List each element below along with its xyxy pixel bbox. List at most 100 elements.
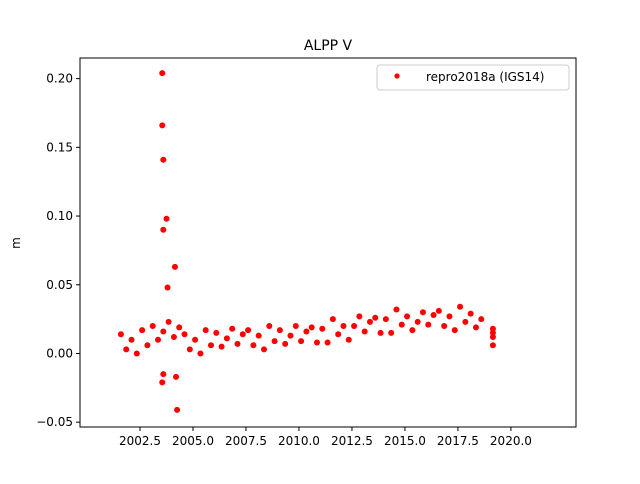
data-point [155, 336, 162, 343]
legend-box [376, 64, 570, 91]
data-point [446, 313, 453, 320]
data-point [409, 327, 416, 334]
data-point [340, 322, 347, 329]
data-point [430, 311, 437, 318]
data-point [298, 338, 305, 345]
x-tick-label: 2012.5 [331, 434, 373, 448]
y-tick-label: 0.20 [46, 72, 73, 86]
data-point [223, 335, 230, 342]
data-point [123, 346, 130, 353]
data-point [489, 329, 496, 336]
legend: repro2018a (IGS14) [376, 64, 570, 91]
data-point [388, 329, 395, 336]
data-point [377, 329, 384, 336]
data-point [144, 342, 151, 349]
data-point [319, 325, 326, 332]
data-point [356, 313, 363, 320]
data-point [260, 346, 267, 353]
x-tick-label: 2005.0 [172, 434, 214, 448]
data-point [128, 336, 135, 343]
data-point [164, 284, 171, 291]
data-points [117, 70, 496, 413]
data-point [404, 313, 411, 320]
data-point [266, 322, 273, 329]
data-point [441, 322, 448, 329]
x-tick-label: 2020.0 [490, 434, 532, 448]
x-tick-label: 2007.5 [225, 434, 267, 448]
data-point [149, 322, 156, 329]
data-point [234, 340, 241, 347]
data-point [245, 327, 252, 334]
data-point [276, 327, 283, 334]
y-axis-ticks: −0.05 0.00 0.05 0.10 0.15 0.20 [36, 72, 80, 429]
data-point [218, 343, 225, 350]
data-point [489, 325, 496, 332]
y-tick-label: −0.05 [36, 415, 73, 429]
data-point [435, 307, 442, 314]
y-tick-label: 0.05 [46, 278, 73, 292]
data-point [160, 156, 167, 163]
data-point [133, 350, 140, 357]
y-axis-label: m [9, 237, 23, 249]
data-point [197, 350, 204, 357]
data-point [160, 226, 167, 233]
data-point [414, 318, 421, 325]
data-point [393, 306, 400, 313]
data-point [361, 328, 368, 335]
y-tick-label: 0.10 [46, 209, 73, 223]
data-point [229, 325, 236, 332]
data-point [308, 324, 315, 331]
data-point [171, 263, 178, 270]
data-point [139, 327, 146, 334]
data-point [174, 406, 181, 413]
data-point [207, 342, 214, 349]
data-point [282, 340, 289, 347]
data-point [163, 215, 170, 222]
data-point [313, 339, 320, 346]
data-point [213, 329, 220, 336]
data-point [255, 332, 262, 339]
y-tick-label: 0.00 [46, 346, 73, 360]
data-point [170, 333, 177, 340]
data-point [271, 338, 278, 345]
data-point [478, 316, 485, 323]
data-point [159, 379, 166, 386]
data-point [351, 322, 358, 329]
data-point [467, 310, 474, 317]
data-point [489, 333, 496, 340]
data-point [329, 316, 336, 323]
data-point [382, 316, 389, 323]
data-point [451, 327, 458, 334]
data-point [366, 318, 373, 325]
data-point [165, 318, 172, 325]
chart-title: ALPP V [304, 38, 353, 54]
axes-frame [79, 57, 577, 428]
data-point [489, 342, 496, 349]
data-point [239, 331, 246, 338]
data-point [173, 373, 180, 380]
data-point [159, 70, 166, 77]
data-point [324, 339, 331, 346]
data-point [457, 303, 464, 310]
legend-label: repro2018a (IGS14) [426, 70, 544, 84]
data-point [192, 336, 199, 343]
data-point [372, 314, 379, 321]
data-point [287, 332, 294, 339]
y-tick-label: 0.15 [46, 140, 73, 154]
x-tick-label: 2017.5 [437, 434, 479, 448]
data-point [202, 327, 209, 334]
x-axis-ticks: 2002.5 2005.0 2007.5 2010.0 2012.5 2015.0 2017… [119, 427, 532, 448]
data-point [292, 322, 299, 329]
data-point [117, 331, 124, 338]
data-point [462, 318, 469, 325]
data-point [425, 321, 432, 328]
data-point [335, 331, 342, 338]
data-point [303, 328, 310, 335]
data-point [160, 371, 167, 378]
data-point [160, 328, 167, 335]
data-point [181, 331, 188, 338]
x-tick-label: 2015.0 [384, 434, 426, 448]
data-point [176, 324, 183, 331]
x-tick-label: 2010.0 [278, 434, 320, 448]
